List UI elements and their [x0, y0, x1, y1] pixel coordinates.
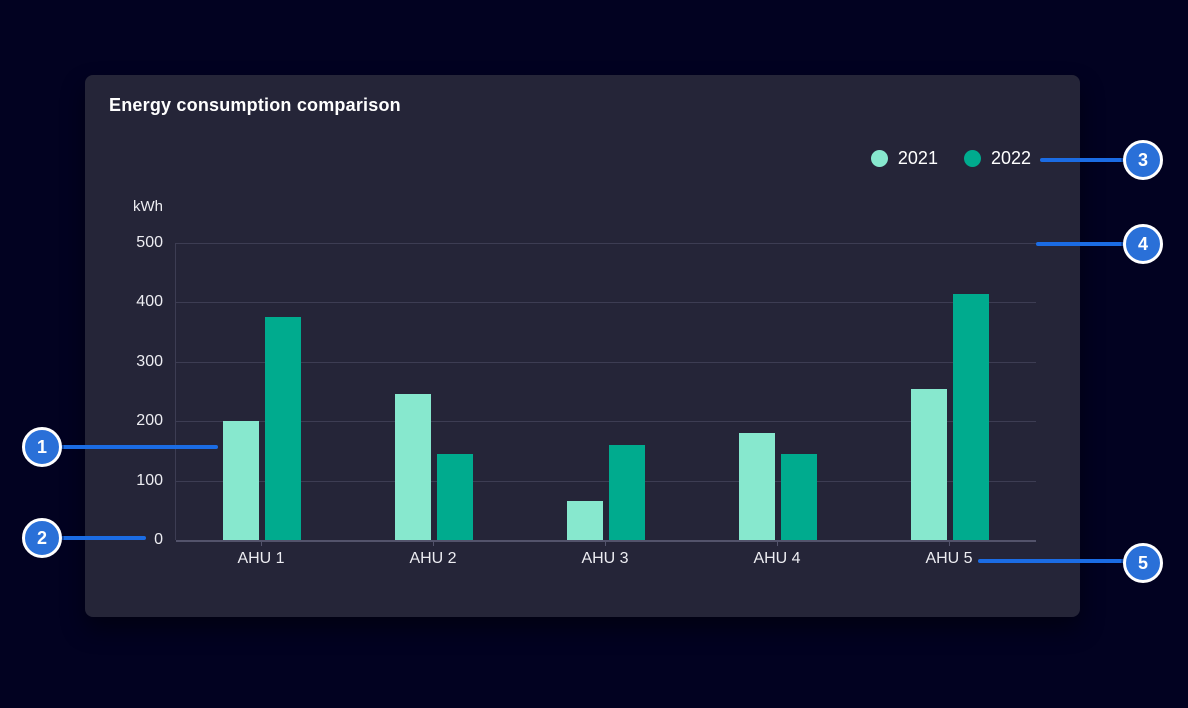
callout-badge-4: 4 [1123, 224, 1163, 264]
x-axis-tick [949, 540, 950, 546]
x-axis-tick [261, 540, 262, 546]
x-tick-label-ahu-4: AHU 4 [753, 550, 801, 567]
callout-badge-3: 3 [1123, 140, 1163, 180]
x-tick-label-ahu-5: AHU 5 [925, 550, 973, 567]
gridline-100 [176, 480, 1036, 482]
x-tick-label-ahu-3: AHU 3 [581, 550, 629, 567]
chart-legend: 2021 2022 [870, 148, 1031, 169]
legend-label-2022: 2022 [990, 148, 1031, 168]
y-tick-label-100: 100 [136, 471, 163, 489]
callout-line-2 [60, 536, 146, 540]
bar-2022-ahu-2 [437, 453, 473, 540]
bar-2022-ahu-5 [953, 293, 989, 540]
x-axis-line [176, 540, 1036, 542]
y-tick-label-400: 400 [136, 293, 163, 311]
x-axis-tick [777, 540, 778, 546]
callout-badge-2: 2 [22, 518, 62, 558]
bar-2021-ahu-1 [223, 421, 259, 540]
x-tick-label-ahu-2: AHU 2 [409, 550, 457, 567]
callout-badge-1: 1 [22, 427, 62, 467]
chart-title: Energy consumption comparison [109, 95, 401, 115]
y-tick-label-0: 0 [154, 531, 163, 548]
bar-2022-ahu-4 [781, 453, 817, 540]
bar-2021-ahu-5 [911, 388, 947, 540]
y-tick-label-200: 200 [136, 412, 163, 430]
bar-2022-ahu-1 [265, 317, 301, 540]
gridline-300 [176, 361, 1036, 363]
bar-2021-ahu-2 [395, 394, 431, 540]
y-axis-unit-label: kWh [133, 198, 163, 215]
bar-2021-ahu-4 [739, 433, 775, 540]
chart-card: Energy consumption comparison 2021 2022 k… [85, 75, 1080, 617]
callout-line-4 [1036, 242, 1125, 246]
bar-2022-ahu-3 [609, 444, 645, 540]
bar-2021-ahu-3 [567, 501, 603, 540]
gridline-200 [176, 421, 1036, 423]
legend-dot-2022 [963, 150, 981, 167]
y-tick-label-500: 500 [136, 234, 163, 251]
x-tick-label-ahu-1: AHU 1 [237, 550, 285, 567]
gridline-400 [176, 302, 1036, 304]
x-axis-tick [605, 540, 606, 546]
legend-item-2021[interactable]: 2021 [870, 148, 938, 169]
callout-line-1 [60, 445, 218, 449]
y-tick-label-300: 300 [136, 352, 163, 370]
callout-line-3 [1040, 158, 1125, 162]
callout-badge-5: 5 [1123, 543, 1163, 583]
gridline-500 [176, 243, 1036, 244]
callout-line-5 [978, 559, 1125, 563]
legend-item-2022[interactable]: 2022 [963, 148, 1031, 169]
plot-area [175, 243, 1036, 542]
legend-dot-2021 [870, 150, 888, 167]
legend-label-2021: 2021 [897, 148, 938, 168]
x-axis-tick [433, 540, 434, 546]
